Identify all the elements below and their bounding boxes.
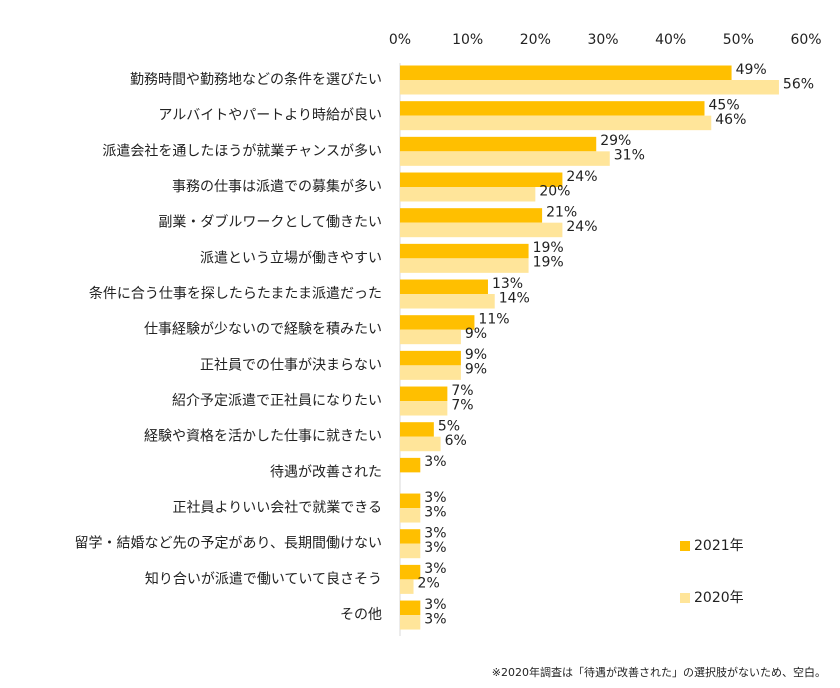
bar [400, 543, 421, 559]
bar [400, 600, 421, 616]
category-label: 留学・結婚など先の予定があり、長期間働けない [75, 536, 382, 552]
bar [400, 457, 421, 473]
value-label: 46% [715, 112, 746, 128]
bar [400, 222, 563, 238]
value-label: 3% [424, 561, 446, 577]
category-label: 待遇が改善された [270, 464, 382, 480]
value-label: 3% [424, 525, 446, 541]
legend-swatch [680, 593, 690, 603]
legend-label: 2020年 [694, 590, 744, 606]
category-label: 派遣会社を通したほうが就業チャンスが多い [102, 142, 382, 159]
category-label: 正社員よりいい会社で就業できる [173, 500, 382, 516]
value-label: 9% [465, 347, 487, 363]
value-label: 9% [465, 326, 487, 342]
bar [400, 401, 448, 416]
footnote: ※2020年調査は「待遇が改善された」の選択肢がないため、空白。 [492, 665, 826, 679]
bar [400, 258, 529, 273]
value-label: 29% [600, 133, 631, 149]
bar [400, 101, 705, 116]
bar [400, 115, 712, 131]
category-label: 副業・ダブルワークとして働きたい [158, 214, 382, 231]
value-label: 3% [424, 611, 446, 627]
bar [400, 279, 488, 295]
value-label: 45% [709, 97, 740, 113]
category-label: その他 [340, 607, 382, 623]
category-label: 勤務時間や勤務地などの条件を選びたい [130, 71, 382, 88]
x-tick-label: 0% [389, 32, 411, 48]
bar [400, 80, 779, 95]
legend-swatch [680, 541, 690, 551]
x-tick-label: 20% [520, 32, 551, 48]
x-tick-label: 50% [723, 32, 754, 48]
bar [400, 136, 597, 152]
value-label: 31% [614, 148, 645, 164]
bar [400, 315, 475, 330]
category-label: 知り合いが派遣で働いていて良さそう [145, 570, 382, 587]
value-label: 56% [783, 76, 814, 92]
value-label: 3% [424, 454, 446, 470]
value-label: 3% [424, 490, 446, 506]
bar [400, 294, 495, 309]
category-label: アルバイトやパートより時給が良い [158, 108, 382, 124]
category-label: 条件に合う仕事を探したらたまたま派遣だった [89, 285, 382, 302]
category-label: 経験や資格を活かした仕事に就きたい [144, 429, 382, 445]
bar [400, 386, 448, 402]
value-label: 7% [451, 383, 473, 399]
bar [400, 350, 461, 366]
bar [400, 579, 414, 594]
bar [400, 564, 421, 580]
value-label: 3% [424, 597, 446, 613]
bar [400, 493, 421, 509]
bar [400, 508, 421, 523]
category-label: 正社員での仕事が決まらない [200, 357, 382, 373]
value-label: 9% [465, 362, 487, 378]
value-label: 49% [736, 62, 767, 78]
bar [400, 436, 441, 452]
value-label: 20% [539, 183, 570, 199]
value-label: 19% [533, 255, 564, 271]
value-label: 24% [566, 169, 597, 185]
bar [400, 529, 421, 544]
bar [400, 615, 421, 630]
value-label: 13% [492, 276, 523, 292]
x-tick-label: 40% [655, 32, 686, 48]
bar [400, 365, 461, 380]
bar [400, 208, 543, 223]
category-label: 紹介予定派遣で正社員になりたい [172, 393, 382, 409]
value-label: 24% [566, 219, 597, 235]
category-label: 派遣という立場が働きやすい [200, 250, 382, 266]
value-label: 3% [424, 504, 446, 520]
value-label: 19% [533, 240, 564, 256]
bar [400, 151, 610, 166]
x-tick-label: 30% [587, 32, 618, 48]
value-label: 7% [451, 397, 473, 413]
value-label: 11% [478, 311, 509, 327]
value-label: 14% [499, 290, 530, 306]
x-tick-label: 10% [452, 32, 483, 48]
bar [400, 329, 461, 345]
bar [400, 65, 732, 80]
bar [400, 243, 529, 259]
category-label: 事務の仕事は派遣での募集が多い [172, 178, 382, 195]
value-label: 2% [418, 576, 440, 592]
legend-label: 2021年 [694, 538, 744, 554]
x-tick-label: 60% [790, 32, 821, 48]
bar [400, 422, 434, 437]
category-label: 仕事経験が少ないので経験を積みたい [144, 322, 382, 338]
bar [400, 172, 563, 188]
value-label: 6% [445, 433, 467, 449]
value-label: 21% [546, 204, 577, 220]
bar [400, 187, 536, 202]
value-label: 3% [424, 540, 446, 556]
value-label: 5% [438, 418, 460, 434]
